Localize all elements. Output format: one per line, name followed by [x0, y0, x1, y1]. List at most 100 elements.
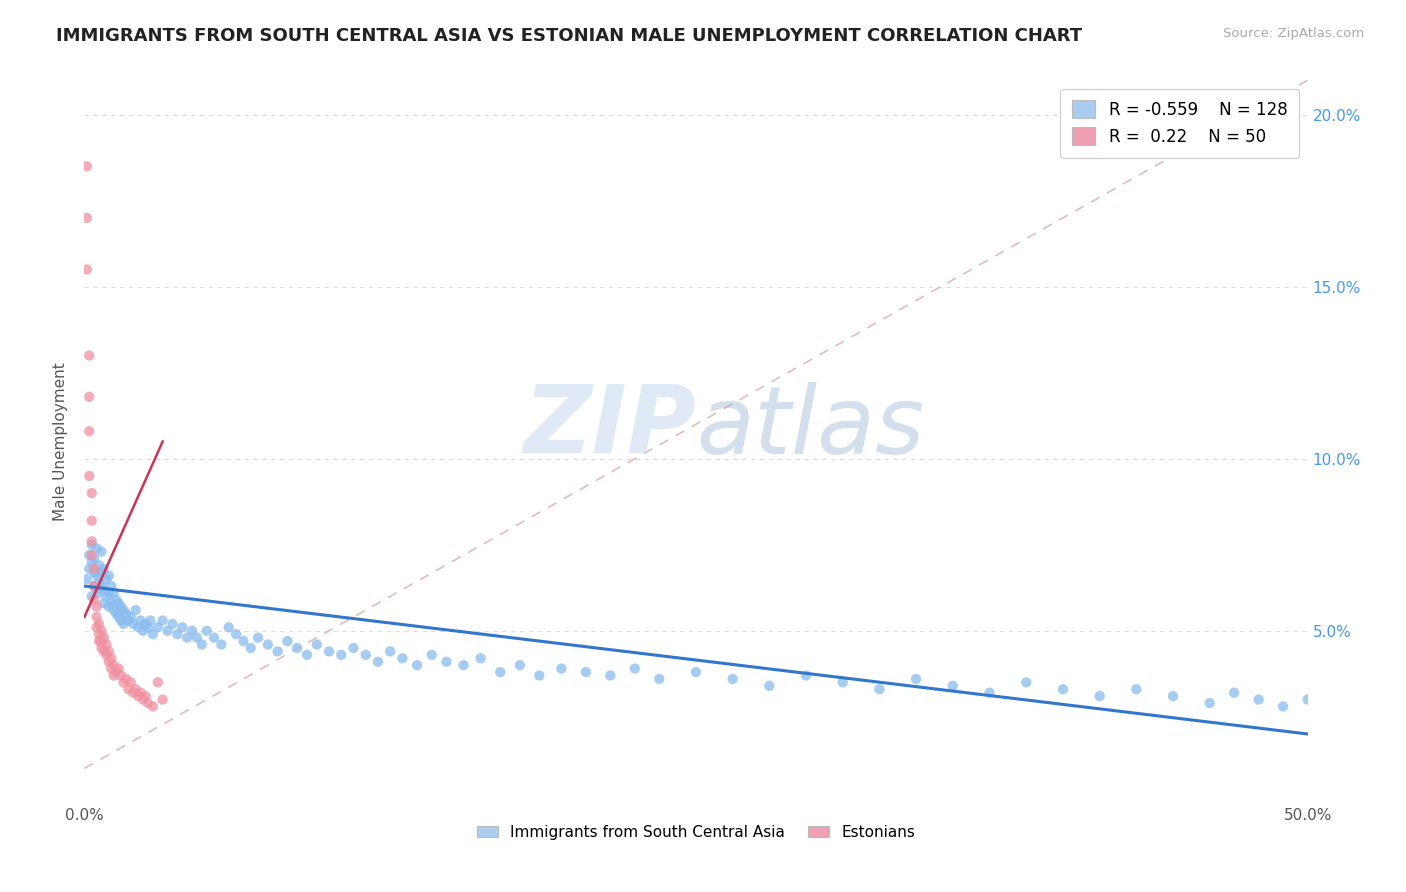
Point [83, 566, 105, 580]
Point [97, 599, 120, 614]
Point [135, 616, 157, 631]
Point [453, 658, 475, 673]
Point [96, 638, 118, 652]
Point [90, 634, 112, 648]
Point [77, 424, 100, 438]
Point [110, 614, 132, 628]
Point [1223, 686, 1246, 700]
Point [905, 672, 928, 686]
Point [257, 638, 280, 652]
Point [380, 644, 402, 658]
Point [100, 662, 122, 676]
Point [1320, 699, 1343, 714]
Point [247, 631, 270, 645]
Point [285, 640, 308, 655]
Point [100, 579, 122, 593]
Point [96, 648, 118, 662]
Point [129, 614, 152, 628]
Point [77, 562, 100, 576]
Legend: Immigrants from South Central Asia, Estonians: Immigrants from South Central Asia, Esto… [471, 819, 921, 846]
Point [195, 624, 218, 638]
Point [97, 586, 120, 600]
Point [391, 651, 413, 665]
Point [80, 538, 103, 552]
Point [186, 631, 208, 645]
Point [87, 558, 110, 573]
Point [127, 689, 149, 703]
Point [125, 682, 148, 697]
Point [1198, 696, 1220, 710]
Point [125, 603, 148, 617]
Point [77, 548, 100, 562]
Point [489, 665, 512, 679]
Point [77, 390, 100, 404]
Point [1395, 703, 1406, 717]
Point [685, 665, 707, 679]
Text: ZIP: ZIP [523, 381, 696, 473]
Point [1369, 696, 1392, 710]
Point [648, 672, 671, 686]
Point [172, 620, 194, 634]
Point [107, 662, 129, 676]
Point [90, 544, 112, 558]
Point [142, 627, 165, 641]
Point [87, 575, 110, 590]
Point [156, 624, 179, 638]
Point [162, 616, 184, 631]
Point [550, 662, 572, 676]
Point [83, 579, 105, 593]
Point [90, 566, 112, 580]
Point [112, 603, 135, 617]
Point [76, 262, 98, 277]
Point [117, 682, 139, 697]
Point [100, 651, 122, 665]
Point [330, 648, 353, 662]
Point [575, 665, 598, 679]
Point [342, 640, 364, 655]
Point [132, 624, 155, 638]
Point [93, 582, 115, 597]
Text: atlas: atlas [696, 382, 924, 473]
Point [76, 159, 98, 173]
Point [97, 655, 120, 669]
Point [87, 586, 110, 600]
Point [166, 627, 188, 641]
Point [529, 668, 551, 682]
Point [367, 655, 389, 669]
Point [152, 692, 174, 706]
Point [139, 614, 162, 628]
Point [146, 675, 169, 690]
Point [117, 614, 139, 628]
Point [86, 541, 108, 556]
Point [794, 668, 817, 682]
Point [209, 638, 232, 652]
Point [107, 610, 129, 624]
Point [80, 486, 103, 500]
Point [470, 651, 492, 665]
Point [354, 648, 377, 662]
Point [239, 640, 262, 655]
Point [83, 562, 105, 576]
Point [979, 686, 1001, 700]
Point [1346, 703, 1368, 717]
Point [97, 568, 120, 582]
Point [225, 627, 247, 641]
Point [100, 596, 122, 610]
Point [136, 620, 159, 634]
Point [295, 648, 318, 662]
Point [599, 668, 621, 682]
Point [96, 572, 118, 586]
Point [1296, 692, 1319, 706]
Point [105, 607, 128, 621]
Point [90, 579, 112, 593]
Point [115, 607, 138, 621]
Point [831, 675, 853, 690]
Point [758, 679, 780, 693]
Point [218, 620, 240, 634]
Point [406, 658, 429, 673]
Point [80, 555, 103, 569]
Point [90, 640, 112, 655]
Point [142, 699, 165, 714]
Point [83, 592, 105, 607]
Point [86, 599, 108, 614]
